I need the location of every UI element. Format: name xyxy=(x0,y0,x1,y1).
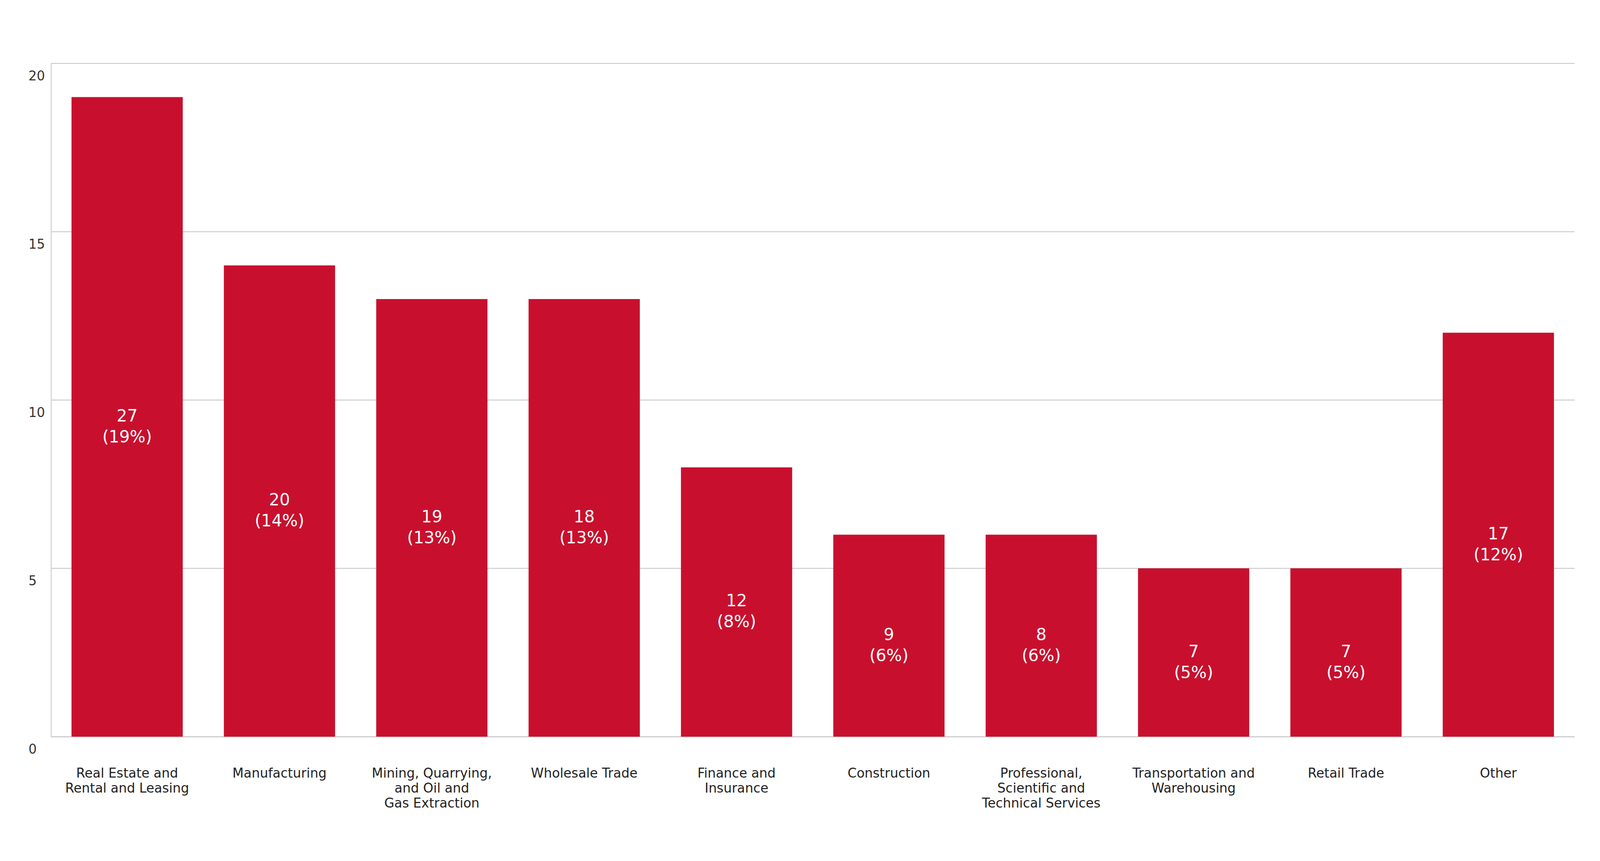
x-tick-label-line: Scientific and xyxy=(997,780,1086,796)
y-axis: 0 5 10 15 20 xyxy=(28,63,52,758)
data-labels: 27(19%)20(14%)19(13%)18(13%)12(8%)9(6%)8… xyxy=(102,406,1524,683)
data-label: 27(19%) xyxy=(102,406,152,447)
x-tick: Other xyxy=(1480,736,1518,781)
data-label: 17(12%) xyxy=(1473,524,1524,565)
x-tick: Professional,Scientific andTechnical Ser… xyxy=(981,736,1101,811)
bar xyxy=(71,96,183,737)
x-tick-label: Manufacturing xyxy=(232,765,327,781)
x-tick-label-line: Transportation and xyxy=(1131,765,1255,781)
x-tick-label: Retail Trade xyxy=(1307,765,1385,781)
data-label: 19(13%) xyxy=(407,507,457,548)
x-tick-label-line: Mining, Quarrying, xyxy=(371,765,493,781)
data-label-line: (6%) xyxy=(1021,645,1061,666)
data-label-line: 8 xyxy=(1036,624,1047,645)
x-tick-label-line: Professional, xyxy=(1000,765,1083,781)
data-label-line: 20 xyxy=(269,490,291,510)
bar xyxy=(376,299,488,737)
x-tick-label-line: Warehousing xyxy=(1151,780,1236,796)
bars xyxy=(71,96,1555,737)
data-label: 12(8%) xyxy=(716,590,756,632)
data-label: 20(14%) xyxy=(254,490,305,531)
x-tick-label-line: Finance and xyxy=(697,765,776,781)
y-tick-label: 0 xyxy=(28,741,37,757)
x-tick-label: Professional,Scientific andTechnical Ser… xyxy=(981,765,1101,811)
x-tick-label: Finance andInsurance xyxy=(697,765,776,796)
y-tick-label: 20 xyxy=(28,68,45,84)
data-label: 7(5%) xyxy=(1326,641,1366,683)
x-tick-label-line: Retail Trade xyxy=(1307,765,1385,781)
x-tick-label-line: Other xyxy=(1480,765,1518,781)
x-tick: Retail Trade xyxy=(1307,736,1385,781)
x-tick-label-line: Construction xyxy=(847,765,931,781)
data-label-line: (8%) xyxy=(716,611,756,632)
y-axis-line xyxy=(50,63,52,738)
y-tick: 5 xyxy=(28,568,51,589)
x-tick-label-line: and Oil and xyxy=(394,780,470,796)
x-tick-label: Transportation andWarehousing xyxy=(1131,765,1255,796)
y-tick: 15 xyxy=(28,232,51,253)
x-tick-label: Real Estate andRental and Leasing xyxy=(65,765,190,796)
data-label-line: 19 xyxy=(421,507,443,527)
x-tick: Real Estate andRental and Leasing xyxy=(65,736,190,796)
bar xyxy=(985,534,1097,737)
y-tick: 20 xyxy=(28,63,51,84)
x-tick-label: Wholesale Trade xyxy=(531,765,638,781)
y-tick-label: 15 xyxy=(28,236,45,252)
y-tick-label: 5 xyxy=(28,573,37,589)
data-label-line: (14%) xyxy=(254,511,305,531)
x-tick: Wholesale Trade xyxy=(531,736,638,781)
data-label-line: (12%) xyxy=(1473,544,1524,565)
x-tick-label-line: Insurance xyxy=(704,780,769,796)
data-label-line: 18 xyxy=(573,507,595,527)
y-tick-label: 10 xyxy=(28,405,45,421)
data-label: 9(6%) xyxy=(869,624,909,666)
x-tick-label-line: Rental and Leasing xyxy=(65,780,190,796)
data-label-line: 7 xyxy=(1188,641,1199,662)
data-label-line: 17 xyxy=(1488,524,1510,544)
data-label-line: (13%) xyxy=(407,528,457,548)
grid-line xyxy=(50,62,1575,64)
data-label-line: 12 xyxy=(726,590,748,611)
x-tick-label-line: Gas Extraction xyxy=(384,795,480,811)
data-label-line: (6%) xyxy=(869,645,909,666)
chart: 0 5 10 15 20 Real Estate andRental and Leasin… xyxy=(0,0,1600,861)
y-tick: 10 xyxy=(28,400,51,421)
bar xyxy=(680,467,793,737)
data-label-line: (19%) xyxy=(102,427,152,447)
x-tick-label: Mining, Quarrying,and Oil andGas Extract… xyxy=(371,765,493,811)
y-tick: 0 xyxy=(28,737,51,758)
bar xyxy=(223,265,336,737)
x-tick: Finance andInsurance xyxy=(697,736,776,796)
x-tick: Transportation andWarehousing xyxy=(1131,736,1255,796)
data-label-line: 9 xyxy=(883,624,895,645)
grid xyxy=(50,63,1575,737)
x-tick-label-line: Technical Services xyxy=(981,795,1101,811)
x-tick: Construction xyxy=(847,736,931,781)
x-tick-label-line: Real Estate and xyxy=(76,765,179,781)
x-axis: Real Estate andRental and Leasing Manufac… xyxy=(51,736,1576,811)
data-label-line: (5%) xyxy=(1326,662,1366,683)
grid-line xyxy=(50,231,1575,233)
data-label-line: (13%) xyxy=(559,528,609,548)
data-label: 8(6%) xyxy=(1021,624,1061,666)
x-tick: Mining, Quarrying,and Oil andGas Extract… xyxy=(371,736,493,811)
x-tick-label-line: Manufacturing xyxy=(232,765,327,781)
x-tick: Manufacturing xyxy=(232,736,327,781)
data-label-line: 27 xyxy=(116,406,138,426)
bar xyxy=(833,534,945,737)
data-label-line: 7 xyxy=(1340,641,1352,662)
x-tick-label-line: Wholesale Trade xyxy=(531,765,638,781)
bar xyxy=(1137,568,1250,737)
x-tick-label: Construction xyxy=(847,765,931,781)
x-tick-label: Other xyxy=(1480,765,1518,781)
data-label: 7(5%) xyxy=(1173,641,1213,683)
data-label-line: (5%) xyxy=(1173,662,1213,683)
data-label: 18(13%) xyxy=(559,507,609,548)
plot: 0 5 10 15 20 Real Estate andRental and Leasin… xyxy=(28,63,1576,811)
bar xyxy=(1442,332,1555,737)
bar xyxy=(1290,568,1402,737)
bar xyxy=(528,299,640,737)
